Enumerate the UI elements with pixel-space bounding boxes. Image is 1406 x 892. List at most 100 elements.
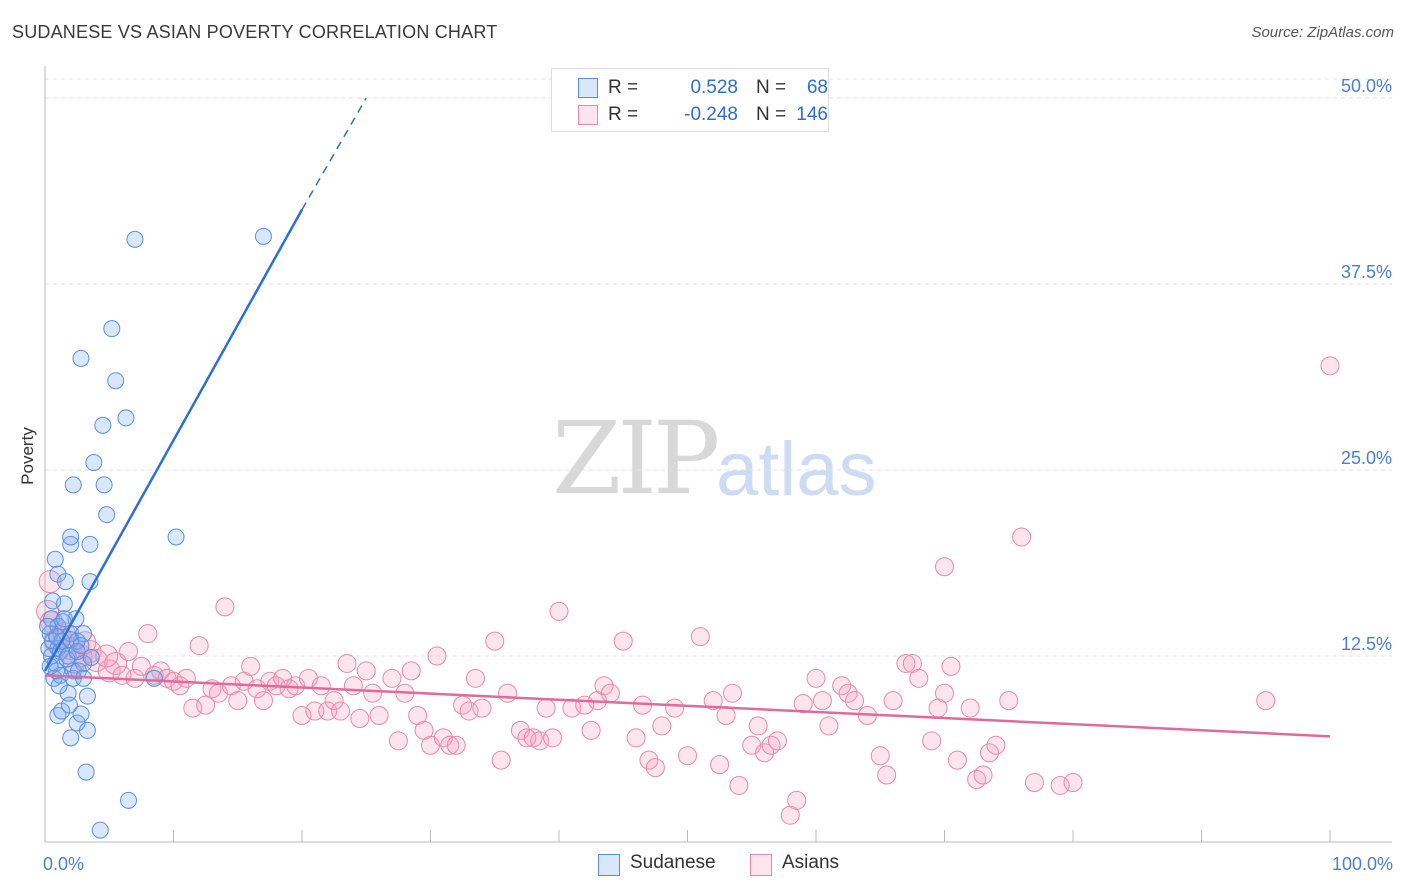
legend-n-label: N = <box>756 104 787 125</box>
sudanese-point <box>50 677 68 695</box>
sudanese-point <box>85 454 103 472</box>
chart-title: SUDANESE VS ASIAN POVERTY CORRELATION CH… <box>12 22 498 42</box>
legend-n-value: 146 <box>796 104 828 125</box>
sudanese-point <box>145 669 163 687</box>
asian-point <box>530 731 550 751</box>
asian-point <box>979 743 999 763</box>
asian-trend-line <box>44 674 1331 738</box>
sudanese-point <box>78 721 96 739</box>
sudanese-point <box>91 821 109 839</box>
asian-point <box>999 691 1019 711</box>
asian-point <box>1012 527 1032 547</box>
asian-point <box>138 624 158 644</box>
sudanese-point <box>77 763 95 781</box>
sudanese-point <box>55 610 73 628</box>
asian-point <box>896 653 916 673</box>
sudanese-swatch <box>598 854 620 876</box>
asian-point <box>832 676 852 696</box>
asian-point <box>388 731 408 751</box>
bottom-legend-asians-label: Asians <box>782 852 840 873</box>
asian-point <box>941 656 961 676</box>
sudanese-point <box>82 648 100 666</box>
asian-point <box>812 691 832 711</box>
sudanese-point <box>167 528 185 546</box>
asian-point <box>703 691 723 711</box>
asian-point <box>935 683 954 703</box>
asian-point <box>543 728 563 748</box>
sudanese-point <box>120 791 138 809</box>
asian-point <box>104 651 128 675</box>
sudanese-point <box>254 227 272 245</box>
asian-point <box>228 691 248 711</box>
asian-point <box>369 706 389 726</box>
sudanese-point <box>62 535 80 553</box>
sudanese-point <box>62 729 80 747</box>
sudanese-trend-extension <box>301 97 367 210</box>
asian-point <box>665 698 685 718</box>
asian-swatch <box>750 854 772 876</box>
sudanese-point <box>44 592 62 610</box>
sudanese-point <box>107 372 125 390</box>
watermark-zip: ZIP <box>552 400 720 517</box>
x-tick-label: 100.0% <box>1332 854 1393 874</box>
asian-point <box>613 631 633 651</box>
asian-point <box>748 716 768 736</box>
asian-point <box>241 656 261 676</box>
asian-point <box>922 731 942 751</box>
asian-swatch <box>578 105 598 125</box>
asian-point <box>909 668 929 688</box>
asian-point <box>710 755 730 775</box>
legend-r-value: -0.248 <box>684 104 738 125</box>
asian-point <box>581 720 601 740</box>
asian-point <box>536 698 556 718</box>
asian-point <box>562 698 582 718</box>
asian-point <box>838 683 858 703</box>
asian-point <box>870 746 890 766</box>
sudanese-point <box>62 528 80 546</box>
asian-point <box>806 668 826 688</box>
asian-point <box>331 701 351 721</box>
trend-lines <box>43 97 1331 738</box>
asian-point <box>787 790 807 810</box>
sudanese-point <box>60 696 78 714</box>
asian-point <box>845 691 865 711</box>
asian-point <box>594 676 614 696</box>
sudanese-point <box>103 320 121 338</box>
sudanese-point <box>64 476 82 494</box>
bottom-legend-sudanese-label: Sudanese <box>630 852 716 873</box>
y-tick-label: 37.5% <box>1341 262 1392 282</box>
asian-point <box>652 716 672 736</box>
legend-r-label: R = <box>608 77 639 98</box>
asian-point <box>356 661 376 681</box>
asian-point <box>337 653 357 673</box>
asian-point <box>472 698 492 718</box>
sudanese-points <box>39 227 272 839</box>
asian-point <box>517 728 537 748</box>
asian-point <box>427 646 447 666</box>
y-tick-label: 12.5% <box>1341 634 1392 654</box>
legend-r-value: 0.528 <box>690 77 738 98</box>
asian-point <box>1256 691 1276 711</box>
asian-point <box>639 750 659 770</box>
asian-point <box>311 676 331 696</box>
sudanese-point <box>68 643 86 661</box>
grid-lines <box>45 78 1392 657</box>
sudanese-point <box>117 409 135 427</box>
sudanese-point <box>81 535 99 553</box>
y-tick-label: 50.0% <box>1341 76 1392 96</box>
asian-point <box>253 691 273 711</box>
asian-point <box>498 683 518 703</box>
sudanese-point <box>69 662 87 680</box>
asian-point <box>97 659 121 683</box>
asian-point <box>678 746 697 766</box>
sudanese-point <box>72 349 90 367</box>
sudanese-point <box>46 550 64 568</box>
asian-point <box>446 735 466 755</box>
axes <box>44 66 1392 843</box>
sudanese-point <box>72 705 90 723</box>
correlation-legend: R = 0.528 N = 68 R = -0.248 N = 146 <box>551 68 829 132</box>
asian-point <box>465 668 485 688</box>
asian-point <box>960 698 980 718</box>
asian-point <box>95 644 119 668</box>
asian-point <box>350 708 370 728</box>
